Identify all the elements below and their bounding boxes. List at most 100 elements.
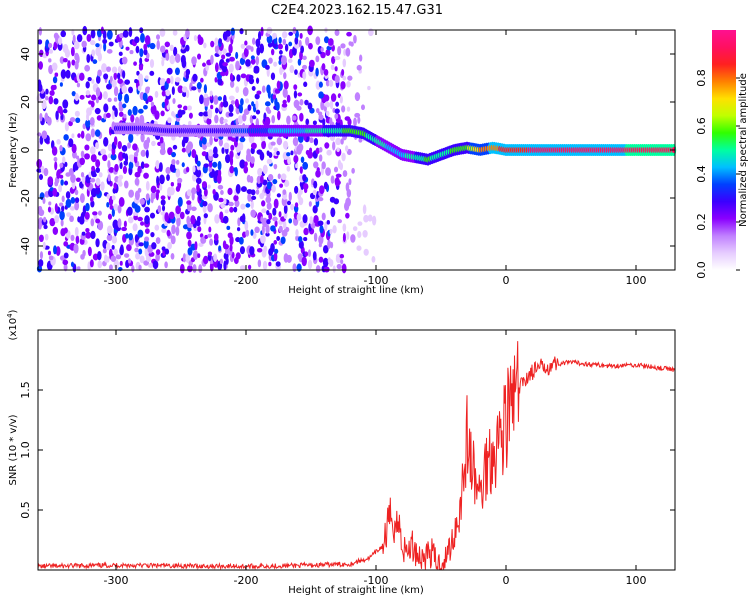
heatmap-cell: [69, 215, 74, 223]
heatmap-cell: [82, 25, 88, 36]
heatmap-cell: [210, 40, 215, 48]
heatmap-cell: [264, 101, 271, 107]
heatmap-cell: [81, 40, 87, 48]
heatmap-cell: [207, 203, 213, 213]
heatmap-cell: [139, 114, 145, 125]
heatmap-cell: [325, 110, 330, 117]
heatmap-cell: [217, 169, 222, 177]
heatmap-cell: [127, 258, 132, 264]
heatmap-cell: [278, 50, 283, 55]
heatmap-cell: [168, 211, 175, 220]
heatmap-cell: [134, 36, 140, 44]
heatmap-cell: [247, 264, 252, 270]
heatmap-cell: [116, 72, 121, 80]
heatmap-cell: [63, 180, 69, 186]
heatmap-cell: [329, 99, 334, 110]
heatmap-cell: [63, 263, 68, 272]
heatmap-cell: [209, 136, 213, 146]
heatmap-cell: [319, 185, 325, 195]
heatmap-cell: [186, 231, 192, 240]
heatmap-cell: [207, 233, 213, 238]
heatmap-cell: [152, 260, 159, 270]
heatmap-cell: [299, 32, 303, 39]
heatmap-cell: [331, 56, 336, 65]
heatmap-cell: [323, 68, 329, 76]
heatmap-cell: [254, 93, 260, 100]
snr-y-tick-label: 1.0: [19, 441, 32, 459]
heatmap-cell: [89, 116, 95, 126]
heatmap-cell: [169, 54, 176, 65]
heatmap-cell: [290, 150, 294, 156]
heatmap-cell: [294, 202, 299, 208]
heatmap-cell: [92, 211, 98, 216]
heatmap-cell: [90, 153, 97, 163]
heatmap-cell: [174, 77, 181, 83]
heatmap-cell: [275, 101, 280, 111]
heatmap-cell: [177, 196, 183, 207]
heatmap-cell: [52, 76, 58, 84]
heatmap-cell: [241, 231, 247, 238]
heatmap-cell: [128, 86, 134, 94]
heatmap-cell: [228, 63, 234, 73]
heatmap-cell: [240, 73, 247, 79]
heatmap-cell: [174, 53, 181, 64]
heatmap-cell: [220, 202, 226, 209]
heatmap-cell: [239, 136, 246, 143]
heatmap-cell: [74, 52, 80, 61]
heatmap-cell: [238, 142, 244, 150]
heatmap-cell: [145, 75, 149, 80]
heatmap-cell: [337, 219, 342, 224]
heatmap-cell: [123, 113, 127, 119]
heatmap-cell: [155, 34, 161, 40]
heatmap-cell: [278, 37, 282, 44]
heatmap-cell: [335, 101, 340, 107]
heatmap-cell: [239, 28, 244, 35]
heatmap-cell: [197, 226, 202, 233]
heatmap-cell: [342, 170, 348, 178]
spectrogram-y-tick-label: 0: [19, 147, 32, 154]
heatmap-cell: [161, 246, 166, 251]
heatmap-cell: [286, 165, 291, 172]
heatmap-cell: [125, 233, 129, 239]
heatmap-cell: [229, 156, 234, 166]
heatmap-cell: [128, 154, 134, 161]
heatmap-cell: [86, 53, 91, 63]
heatmap-cell: [103, 137, 109, 147]
heatmap-cell: [91, 49, 96, 57]
heatmap-cell: [61, 205, 65, 212]
heatmap-cell: [80, 172, 85, 178]
heatmap-cell: [245, 59, 251, 67]
heatmap-cell: [219, 116, 225, 125]
heatmap-cell: [266, 150, 270, 156]
heatmap-cell: [60, 219, 64, 227]
heatmap-cell: [204, 234, 209, 239]
heatmap-cell: [95, 177, 101, 186]
heatmap-cell: [38, 259, 44, 267]
spectrogram-x-tick-label: 100: [626, 274, 647, 287]
colorbar-gradient: [712, 30, 736, 270]
heatmap-cell: [158, 162, 163, 173]
heatmap-cell: [166, 174, 170, 181]
heatmap-cell: [140, 33, 145, 43]
heatmap-cell: [208, 166, 213, 173]
heatmap-cell: [106, 66, 112, 73]
heatmap-cell: [240, 203, 246, 210]
heatmap-cell: [62, 108, 68, 114]
heatmap-cell: [56, 139, 61, 145]
heatmap-cell: [250, 200, 254, 209]
heatmap-cell: [274, 248, 279, 254]
heatmap-cell: [44, 233, 49, 241]
heatmap-cell: [113, 72, 118, 81]
heatmap-cell: [70, 46, 75, 57]
heatmap-cell: [122, 30, 129, 38]
heatmap-cell: [137, 216, 143, 222]
heatmap-cell: [60, 30, 67, 38]
heatmap-cell: [318, 111, 323, 117]
heatmap-cell: [37, 39, 43, 45]
heatmap-cell: [218, 38, 223, 45]
heatmap-cell: [38, 27, 42, 36]
heatmap-cell: [249, 175, 254, 184]
heatmap-cell: [340, 259, 344, 265]
heatmap-cell: [334, 176, 340, 187]
heatmap-cell: [96, 115, 102, 121]
